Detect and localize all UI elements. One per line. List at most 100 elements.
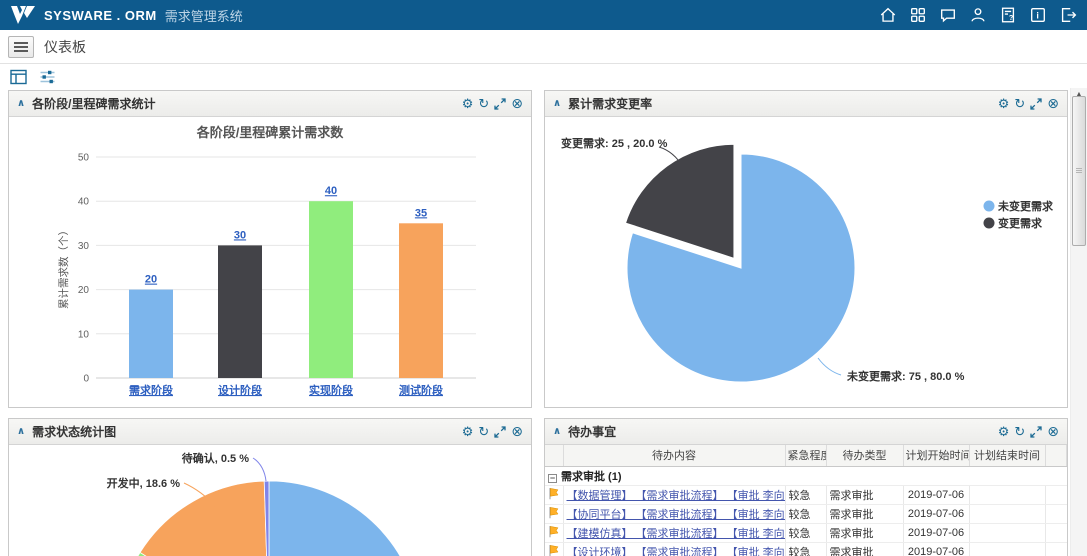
panel-change-rate: ∧ 累计需求变更率 ⚙ ↻ ⊗ 变更需求: 25 , 20.0 % 未变更需求: … [544,90,1068,408]
col-start[interactable]: 计划开始时间 [903,445,970,467]
bar-value-link[interactable]: 40 [325,185,337,197]
vertical-scrollbar[interactable]: ▲ [1070,88,1087,556]
settings-icon[interactable]: ⚙ [997,424,1010,439]
refresh-icon[interactable]: ↻ [478,424,490,439]
todo-start-date: 2019-07-06 [903,485,970,505]
refresh-icon[interactable]: ↻ [1014,424,1026,439]
scroll-up-arrow[interactable]: ▲ [1075,91,1083,98]
pie-slice[interactable] [268,480,421,556]
col-type[interactable]: 待办类型 [826,445,904,467]
close-icon[interactable]: ⊗ [511,423,523,439]
bar-需求阶段[interactable] [129,289,173,378]
settings-icon[interactable]: ⚙ [461,96,474,111]
legend-label[interactable]: 变更需求 [998,216,1043,230]
panel-header: ∧ 待办事宜 ⚙ ↻ ⊗ [545,419,1067,445]
maximize-icon[interactable] [1030,97,1042,110]
bar-value-link[interactable]: 30 [234,229,246,241]
todo-item-link[interactable]: 【数据管理】 【需求审批流程】 【审批 李向薇】 [566,489,785,502]
panel-title: 待办事宜 [568,425,617,439]
bar-测试阶段[interactable] [399,223,443,378]
menu-toggle-button[interactable] [8,35,34,58]
flag-icon [549,544,559,556]
chat-icon[interactable] [939,6,957,24]
collapse-chevron-icon[interactable]: ∧ [17,426,26,437]
info-icon[interactable]: i [1029,6,1047,24]
home-icon[interactable] [879,6,897,24]
refresh-icon[interactable]: ↻ [478,96,490,111]
refresh-icon[interactable]: ↻ [1014,96,1026,111]
todo-item-link[interactable]: 【协同平台】 【需求审批流程】 【审批 李向薇】 [566,508,785,521]
close-icon[interactable]: ⊗ [1047,423,1059,439]
bar-value-link[interactable]: 35 [415,207,427,219]
panel-header: ∧ 累计需求变更率 ⚙ ↻ ⊗ [545,91,1067,117]
x-category-link[interactable]: 需求阶段 [129,383,173,397]
todo-urgency: 较急 [785,504,827,524]
y-axis-title: 累计需求数（个） [57,225,70,309]
maximize-icon[interactable] [1030,425,1042,438]
panel-status-chart: ∧ 需求状态统计图 ⚙ ↻ ⊗ 待确认, 0.5 % 开发中, 18.6 % [8,418,532,556]
col-end[interactable]: 计划结束时间 [969,445,1046,467]
collapse-group-icon[interactable]: − [548,472,557,483]
panel-title: 各阶段/里程碑需求统计 [32,97,156,111]
panel-title: 累计需求变更率 [568,97,653,111]
status-pie-body: 待确认, 0.5 % 开发中, 18.6 % [9,445,531,556]
page-title: 仪表板 [44,38,86,55]
filter-sliders-icon[interactable] [39,69,56,85]
x-category-link[interactable]: 设计阶段 [218,383,262,397]
help-doc-icon[interactable]: ? [999,6,1017,24]
sysware-logo-icon [10,5,36,25]
settings-icon[interactable]: ⚙ [997,96,1010,111]
todo-row: 【建模仿真】 【需求审批流程】 【审批 李向薇】 较急 需求审批 2019-07-06 [545,523,1067,543]
todo-end-date [969,485,1046,505]
todo-item-link[interactable]: 【建模仿真】 【需求审批流程】 【审批 李向薇】 [566,527,785,540]
pie-slice[interactable] [139,480,269,556]
todo-item-link[interactable]: 【设计环境】 【需求审批流程】 【审批 李向薇】 [566,546,785,556]
x-category-link[interactable]: 测试阶段 [399,383,443,397]
y-tick-label: 30 [78,241,90,252]
pie-slice-变更需求[interactable] [624,143,735,259]
close-icon[interactable]: ⊗ [1047,95,1059,111]
layout-icon[interactable] [10,69,27,85]
pie-slice-未变更需求[interactable] [626,153,856,383]
maximize-icon[interactable] [494,97,506,110]
collapse-chevron-icon[interactable]: ∧ [17,98,26,109]
apps-grid-icon[interactable] [909,6,927,24]
label-connector [658,146,684,168]
close-icon[interactable]: ⊗ [511,95,523,111]
y-tick-label: 10 [78,329,90,340]
legend-marker[interactable] [983,217,995,229]
scrollbar-thumb[interactable] [1072,96,1086,246]
pie-data-label: 变更需求: 25 , 20.0 % [561,136,668,150]
todo-type: 需求审批 [826,504,904,524]
logout-icon[interactable] [1059,6,1077,24]
todo-type: 需求审批 [826,485,904,505]
svg-text:?: ? [1009,13,1013,22]
bar-实现阶段[interactable] [309,201,353,378]
user-icon[interactable] [969,6,987,24]
todo-table: 待办内容 紧急程度 待办类型 计划开始时间 计划结束时间 −需求审批 (1) 【… [545,445,1067,556]
pie-data-label: 开发中, 18.6 % [107,476,181,490]
panel-header: ∧ 需求状态统计图 ⚙ ↻ ⊗ [9,419,531,445]
maximize-icon[interactable] [494,425,506,438]
settings-icon[interactable]: ⚙ [461,424,474,439]
todo-type: 需求审批 [826,542,904,556]
bar-value-link[interactable]: 20 [145,274,157,286]
y-tick-label: 40 [78,197,90,208]
pie-slice[interactable] [263,480,270,556]
col-filler [1045,445,1067,467]
brand-text: SYSWARE . ORM [44,7,157,23]
todo-row: 【协同平台】 【需求审批流程】 【审批 李向薇】 较急 需求审批 2019-07-06 [545,504,1067,524]
pie-data-label: 未变更需求: 75 , 80.0 % [846,369,965,383]
legend-marker[interactable] [983,200,995,212]
collapse-chevron-icon[interactable]: ∧ [553,426,562,437]
todo-urgency: 较急 [785,523,827,543]
menu-bar: 仪表板 [0,30,1087,64]
todo-filler-cell [1045,542,1067,556]
col-content[interactable]: 待办内容 [563,445,786,467]
legend-label[interactable]: 未变更需求 [997,199,1054,213]
label-connector [252,457,267,482]
collapse-chevron-icon[interactable]: ∧ [553,98,562,109]
x-category-link[interactable]: 实现阶段 [309,383,353,397]
col-urgency[interactable]: 紧急程度 [785,445,827,467]
bar-设计阶段[interactable] [218,245,262,378]
